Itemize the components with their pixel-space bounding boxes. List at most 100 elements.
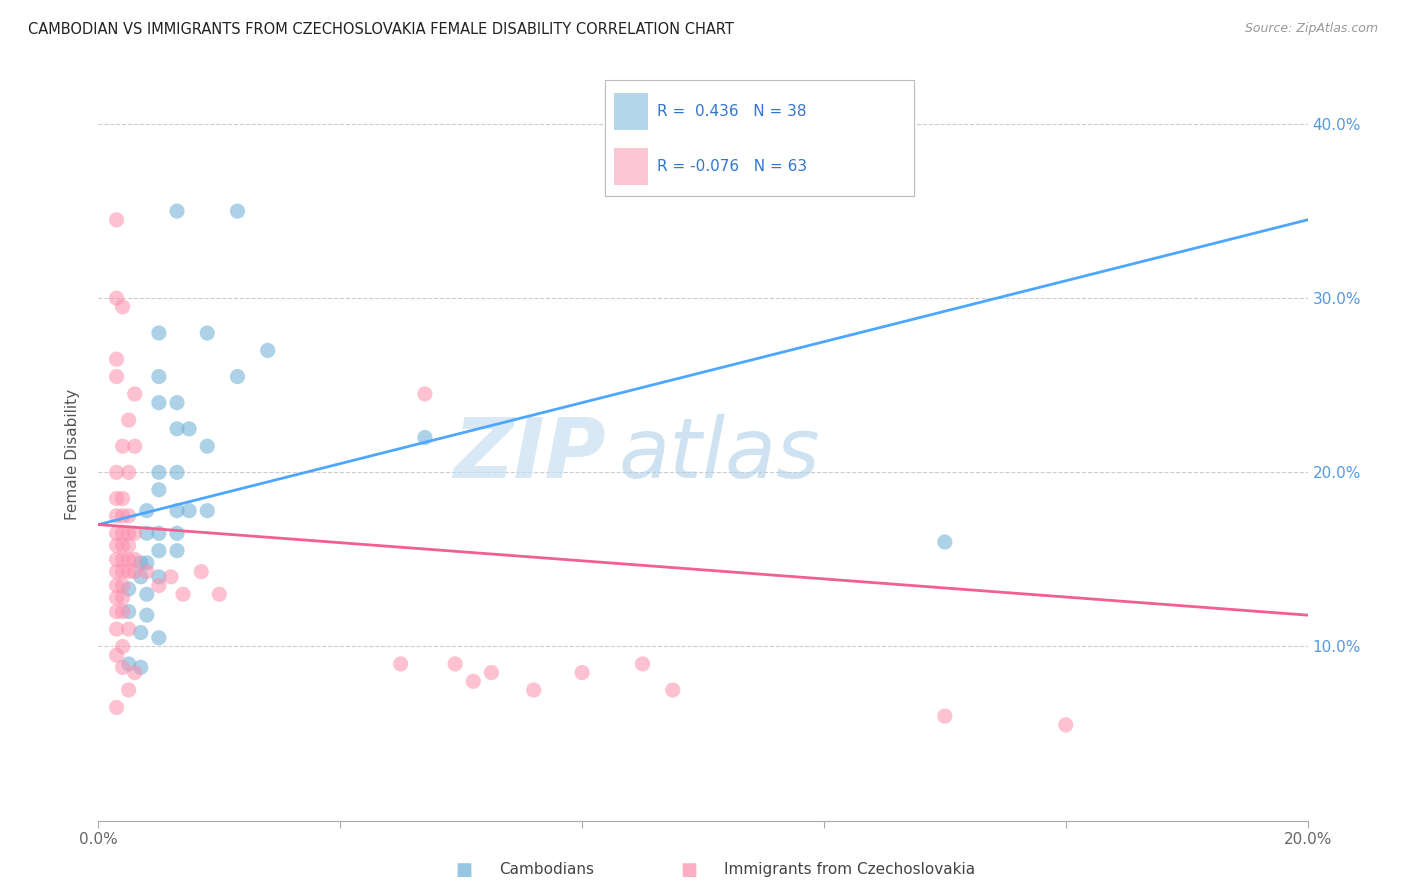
- Point: [118, 508, 141, 523]
- Text: Source: ZipAtlas.com: Source: ZipAtlas.com: [1244, 22, 1378, 36]
- Point: [1054, 718, 1077, 732]
- Text: Immigrants from Czechoslovakia: Immigrants from Czechoslovakia: [724, 863, 976, 877]
- Point: [166, 204, 188, 219]
- Point: [118, 526, 141, 541]
- Text: ■: ■: [456, 861, 472, 879]
- Point: [195, 326, 218, 340]
- Point: [111, 605, 134, 619]
- Point: [118, 413, 141, 427]
- Point: [111, 491, 134, 506]
- Point: [105, 552, 128, 566]
- Point: [148, 326, 170, 340]
- Point: [571, 665, 593, 680]
- Point: [124, 565, 146, 579]
- Point: [413, 430, 436, 444]
- Text: CAMBODIAN VS IMMIGRANTS FROM CZECHOSLOVAKIA FEMALE DISABILITY CORRELATION CHART: CAMBODIAN VS IMMIGRANTS FROM CZECHOSLOVA…: [28, 22, 734, 37]
- Point: [208, 587, 231, 601]
- Text: ■: ■: [681, 861, 697, 879]
- Point: [111, 660, 134, 674]
- Point: [105, 526, 128, 541]
- Point: [148, 466, 170, 480]
- Point: [105, 291, 128, 305]
- Point: [105, 352, 128, 367]
- Point: [111, 300, 134, 314]
- Point: [124, 439, 146, 453]
- Text: atlas: atlas: [619, 415, 820, 495]
- Point: [105, 622, 128, 636]
- Point: [105, 466, 128, 480]
- Point: [105, 565, 128, 579]
- Point: [118, 552, 141, 566]
- Point: [166, 543, 188, 558]
- Point: [179, 422, 201, 436]
- Point: [389, 657, 412, 671]
- Point: [111, 591, 134, 605]
- Point: [148, 631, 170, 645]
- Point: [124, 552, 146, 566]
- Point: [148, 578, 170, 592]
- Point: [148, 526, 170, 541]
- Point: [226, 369, 249, 384]
- Point: [111, 439, 134, 453]
- Point: [195, 439, 218, 453]
- Point: [105, 212, 128, 227]
- Point: [129, 570, 152, 584]
- Point: [631, 657, 654, 671]
- Point: [118, 539, 141, 553]
- Point: [129, 625, 152, 640]
- Point: [135, 526, 157, 541]
- Point: [129, 556, 152, 570]
- Point: [105, 508, 128, 523]
- Point: [111, 640, 134, 654]
- Point: [934, 709, 956, 723]
- Point: [118, 605, 141, 619]
- Point: [934, 535, 956, 549]
- Point: [148, 483, 170, 497]
- Point: [166, 526, 188, 541]
- Point: [124, 387, 146, 401]
- Text: ZIP: ZIP: [454, 415, 606, 495]
- Point: [166, 503, 188, 517]
- Point: [111, 508, 134, 523]
- Point: [135, 503, 157, 517]
- Point: [256, 343, 278, 358]
- Point: [118, 657, 141, 671]
- Point: [190, 565, 212, 579]
- Point: [111, 552, 134, 566]
- Point: [135, 565, 157, 579]
- Point: [105, 700, 128, 714]
- Point: [135, 556, 157, 570]
- Point: [111, 578, 134, 592]
- Point: [105, 648, 128, 663]
- Point: [118, 565, 141, 579]
- Text: Cambodians: Cambodians: [499, 863, 595, 877]
- Point: [118, 622, 141, 636]
- Point: [413, 387, 436, 401]
- Y-axis label: Female Disability: Female Disability: [65, 389, 80, 521]
- Point: [111, 526, 134, 541]
- Point: [179, 503, 201, 517]
- Point: [111, 539, 134, 553]
- Text: R =  0.436   N = 38: R = 0.436 N = 38: [657, 104, 807, 120]
- Point: [105, 591, 128, 605]
- Point: [148, 570, 170, 584]
- Point: [226, 204, 249, 219]
- Point: [124, 665, 146, 680]
- Point: [118, 683, 141, 698]
- Point: [662, 683, 685, 698]
- Point: [105, 369, 128, 384]
- Point: [118, 582, 141, 596]
- Point: [111, 565, 134, 579]
- Bar: [614, 93, 648, 130]
- Point: [172, 587, 194, 601]
- Point: [148, 543, 170, 558]
- Point: [166, 395, 188, 409]
- Point: [135, 608, 157, 623]
- Point: [148, 369, 170, 384]
- Point: [105, 491, 128, 506]
- Point: [118, 466, 141, 480]
- Point: [129, 660, 152, 674]
- Point: [105, 539, 128, 553]
- Point: [195, 503, 218, 517]
- Point: [148, 395, 170, 409]
